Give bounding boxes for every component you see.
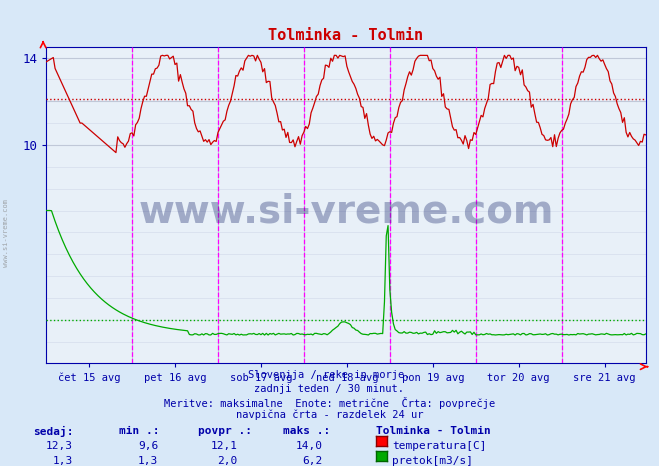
Text: 1,3: 1,3	[52, 456, 72, 466]
Text: 12,1: 12,1	[210, 441, 237, 451]
Text: 9,6: 9,6	[138, 441, 158, 451]
Text: 12,3: 12,3	[45, 441, 72, 451]
Title: Tolminka - Tolmin: Tolminka - Tolmin	[268, 27, 424, 43]
Text: 1,3: 1,3	[138, 456, 158, 466]
Text: zadnji teden / 30 minut.: zadnji teden / 30 minut.	[254, 384, 405, 393]
Text: 6,2: 6,2	[302, 456, 323, 466]
Text: navpična črta - razdelek 24 ur: navpična črta - razdelek 24 ur	[236, 410, 423, 420]
Text: Slovenija / reke in morje.: Slovenija / reke in morje.	[248, 370, 411, 380]
Text: www.si-vreme.com: www.si-vreme.com	[138, 192, 554, 230]
Text: 14,0: 14,0	[296, 441, 323, 451]
Text: min .:: min .:	[119, 426, 159, 436]
Text: Meritve: maksimalne  Enote: metrične  Črta: povprečje: Meritve: maksimalne Enote: metrične Črta…	[164, 397, 495, 409]
Text: maks .:: maks .:	[283, 426, 331, 436]
Text: www.si-vreme.com: www.si-vreme.com	[3, 199, 9, 267]
Text: povpr .:: povpr .:	[198, 426, 252, 436]
Text: 2,0: 2,0	[217, 456, 237, 466]
Text: sedaj:: sedaj:	[33, 426, 73, 438]
Text: Tolminka - Tolmin: Tolminka - Tolmin	[376, 426, 490, 436]
Text: pretok[m3/s]: pretok[m3/s]	[392, 456, 473, 466]
Text: temperatura[C]: temperatura[C]	[392, 441, 486, 451]
